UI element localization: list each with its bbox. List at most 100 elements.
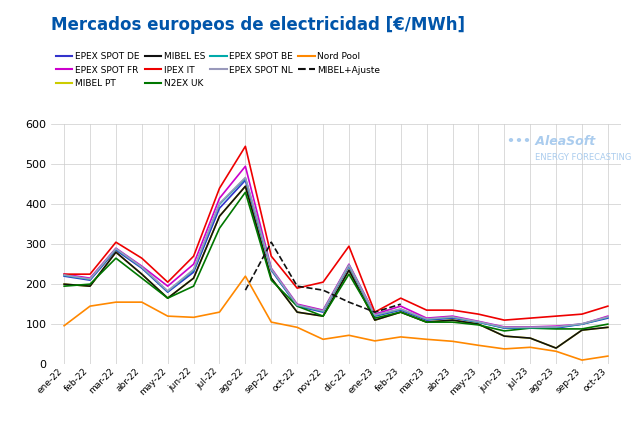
EPEX SPOT BE xyxy=(319,309,327,314)
IPEX IT xyxy=(86,272,94,277)
EPEX SPOT BE xyxy=(500,325,508,330)
EPEX SPOT BE xyxy=(138,265,146,270)
EPEX SPOT DE xyxy=(189,270,197,275)
MIBEL+Ajuste xyxy=(319,288,327,293)
IPEX IT xyxy=(216,186,223,191)
IPEX IT xyxy=(423,308,431,313)
EPEX SPOT FR xyxy=(60,272,68,277)
EPEX SPOT BE xyxy=(371,313,379,318)
EPEX SPOT FR xyxy=(423,316,431,321)
MIBEL PT xyxy=(189,275,197,281)
IPEX IT xyxy=(397,296,404,301)
EPEX SPOT FR xyxy=(449,313,456,319)
EPEX SPOT FR xyxy=(189,262,197,267)
EPEX SPOT FR xyxy=(578,321,586,327)
N2EX UK xyxy=(241,190,249,195)
MIBEL ES xyxy=(189,275,197,281)
EPEX SPOT FR xyxy=(397,304,404,309)
Line: EPEX SPOT BE: EPEX SPOT BE xyxy=(64,178,608,328)
EPEX SPOT DE xyxy=(86,278,94,283)
EPEX SPOT BE xyxy=(189,267,197,273)
N2EX UK xyxy=(319,313,327,319)
N2EX UK xyxy=(345,272,353,277)
IPEX IT xyxy=(526,316,534,321)
EPEX SPOT NL xyxy=(164,288,172,293)
EPEX SPOT FR xyxy=(216,196,223,201)
Nord Pool xyxy=(552,349,560,354)
Line: EPEX SPOT DE: EPEX SPOT DE xyxy=(64,180,608,328)
Nord Pool xyxy=(319,337,327,342)
EPEX SPOT FR xyxy=(112,246,120,251)
MIBEL PT xyxy=(449,317,456,323)
Line: N2EX UK: N2EX UK xyxy=(64,192,608,331)
Line: IPEX IT: IPEX IT xyxy=(64,147,608,320)
Nord Pool xyxy=(268,320,275,325)
EPEX SPOT NL xyxy=(138,264,146,270)
EPEX SPOT FR xyxy=(371,312,379,317)
MIBEL ES xyxy=(604,325,612,330)
Nord Pool xyxy=(189,315,197,320)
EPEX SPOT BE xyxy=(526,325,534,330)
N2EX UK xyxy=(397,309,404,315)
Nord Pool xyxy=(526,345,534,350)
Nord Pool xyxy=(474,343,483,348)
EPEX SPOT BE xyxy=(345,263,353,268)
MIBEL ES xyxy=(500,333,508,339)
EPEX SPOT NL xyxy=(293,302,301,308)
EPEX SPOT NL xyxy=(500,325,508,330)
IPEX IT xyxy=(449,308,456,313)
IPEX IT xyxy=(164,280,172,285)
IPEX IT xyxy=(60,272,68,277)
MIBEL ES xyxy=(578,328,586,333)
EPEX SPOT NL xyxy=(449,314,456,320)
Nord Pool xyxy=(293,325,301,330)
EPEX SPOT FR xyxy=(604,313,612,319)
MIBEL ES xyxy=(474,321,483,327)
EPEX SPOT NL xyxy=(371,312,379,317)
Nord Pool xyxy=(397,334,404,340)
EPEX SPOT DE xyxy=(578,321,586,327)
EPEX SPOT NL xyxy=(189,267,197,272)
MIBEL PT xyxy=(371,317,379,323)
MIBEL PT xyxy=(293,309,301,315)
EPEX SPOT DE xyxy=(526,325,534,331)
EPEX SPOT BE xyxy=(60,273,68,278)
EPEX SPOT FR xyxy=(500,324,508,329)
MIBEL ES xyxy=(345,267,353,273)
Nord Pool xyxy=(345,333,353,338)
EPEX SPOT NL xyxy=(241,175,249,180)
EPEX SPOT NL xyxy=(319,308,327,313)
Nord Pool xyxy=(604,353,612,359)
MIBEL PT xyxy=(86,284,94,289)
Nord Pool xyxy=(86,304,94,309)
MIBEL PT xyxy=(345,267,353,273)
EPEX SPOT DE xyxy=(449,316,456,321)
MIBEL+Ajuste xyxy=(345,300,353,305)
EPEX SPOT NL xyxy=(216,201,223,206)
MIBEL ES xyxy=(241,184,249,189)
IPEX IT xyxy=(112,240,120,245)
MIBEL+Ajuste xyxy=(397,301,404,307)
Nord Pool xyxy=(371,338,379,344)
EPEX SPOT DE xyxy=(319,309,327,315)
IPEX IT xyxy=(578,312,586,317)
N2EX UK xyxy=(216,226,223,231)
EPEX SPOT FR xyxy=(293,301,301,307)
N2EX UK xyxy=(268,278,275,283)
Nord Pool xyxy=(500,346,508,352)
N2EX UK xyxy=(449,320,456,325)
MIBEL ES xyxy=(112,250,120,255)
Nord Pool xyxy=(112,300,120,305)
EPEX SPOT DE xyxy=(552,325,560,331)
EPEX SPOT NL xyxy=(397,306,404,312)
MIBEL+Ajuste xyxy=(371,309,379,315)
N2EX UK xyxy=(189,284,197,289)
N2EX UK xyxy=(552,326,560,332)
MIBEL PT xyxy=(552,345,560,351)
EPEX SPOT BE xyxy=(552,325,560,330)
N2EX UK xyxy=(138,275,146,281)
MIBEL ES xyxy=(423,320,431,325)
EPEX SPOT DE xyxy=(138,266,146,271)
N2EX UK xyxy=(604,321,612,327)
EPEX SPOT DE xyxy=(293,304,301,309)
